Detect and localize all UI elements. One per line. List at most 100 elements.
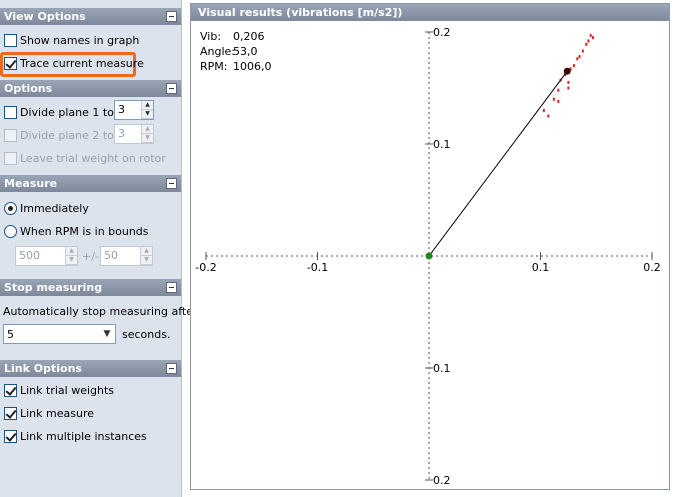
link-trial-weights-checkbox[interactable] — [4, 383, 17, 397]
immediately-radio-row[interactable]: Immediately — [4, 200, 89, 216]
trace-checkbox-row[interactable]: Trace current measure — [4, 55, 144, 71]
rpm-value: 500 — [19, 249, 40, 262]
leave-trial-weight-row: Leave trial weight on rotor — [4, 150, 166, 166]
leave-trial-weight-checkbox — [4, 151, 17, 165]
link-measure-row[interactable]: Link measure — [4, 405, 94, 421]
tolerance-spinner: 50 ▲ ▼ — [100, 246, 153, 266]
measure-header[interactable]: Measure — [0, 175, 181, 192]
spin-up-icon[interactable]: ▲ — [142, 101, 153, 110]
trace-point — [589, 33, 592, 37]
visual-results-panel: Visual results (vibrations [m/s2]) Vib: 0… — [190, 3, 670, 490]
stop-description: Automatically stop measuring after — [3, 303, 198, 319]
stop-measuring-title: Stop measuring — [4, 281, 103, 294]
trace-point — [547, 114, 550, 118]
link-options-header[interactable]: Link Options — [0, 360, 181, 377]
rpm-bounds-label: When RPM is in bounds — [20, 224, 149, 238]
trace-point — [585, 42, 588, 46]
rpm-bounds-radio[interactable] — [4, 224, 17, 238]
rpm-label: RPM: — [200, 60, 228, 73]
vib-value: 0,206 — [233, 30, 265, 43]
tolerance-value: 50 — [104, 249, 118, 262]
stop-description-text: Automatically stop measuring after — [3, 304, 198, 318]
measure-title: Measure — [4, 177, 58, 190]
current-vector-line — [428, 70, 568, 257]
trace-point — [591, 36, 594, 40]
divide-plane-1-spinner[interactable]: 3 ▲ ▼ — [114, 100, 154, 120]
graph-title: Visual results (vibrations [m/s2]) — [191, 4, 669, 21]
trace-checkbox[interactable] — [4, 56, 17, 70]
link-multiple-instances-label: Link multiple instances — [20, 429, 147, 443]
collapse-icon[interactable] — [166, 178, 177, 189]
y-tick-label: 0.1 — [433, 138, 451, 151]
divide-plane-2-label: Divide plane 2 to — [20, 128, 114, 142]
trace-highlight-outline — [0, 52, 136, 77]
divide-plane-2-value: 3 — [118, 127, 125, 140]
angle-value: 53,0 — [233, 45, 258, 58]
trace-point — [569, 67, 572, 71]
rpm-bounds-radio-row[interactable]: When RPM is in bounds — [4, 223, 149, 239]
spin-down-icon[interactable]: ▼ — [142, 110, 153, 119]
x-tick-label: -0.1 — [307, 261, 328, 274]
spin-down-icon: ▼ — [142, 134, 153, 143]
leave-trial-weight-label: Leave trial weight on rotor — [20, 151, 166, 165]
trace-point — [567, 80, 570, 84]
show-names-label: Show names in graph — [20, 33, 140, 47]
chevron-down-icon[interactable]: ▼ — [103, 329, 111, 339]
y-tick-label: 0.1 — [433, 362, 451, 375]
trace-point — [557, 99, 560, 103]
divide-plane-1-row[interactable]: Divide plane 1 to — [4, 104, 114, 120]
divide-plane-1-checkbox[interactable] — [4, 105, 17, 119]
view-options-title: View Options — [4, 10, 86, 23]
trace-point — [576, 57, 579, 61]
spin-up-icon: ▲ — [66, 247, 77, 256]
rpm-value-readout: 1006,0 — [233, 60, 272, 73]
link-multiple-instances-row[interactable]: Link multiple instances — [4, 428, 147, 444]
current-measure-point — [563, 67, 571, 75]
divide-plane-1-value[interactable]: 3 — [118, 103, 125, 116]
link-multiple-instances-checkbox[interactable] — [4, 429, 17, 443]
trace-point — [552, 97, 555, 101]
trace-point — [572, 64, 575, 68]
divide-plane-1-label: Divide plane 1 to — [20, 105, 114, 119]
x-tick-label: -0.2 — [195, 261, 216, 274]
spin-up-icon: ▲ — [142, 125, 153, 134]
immediately-label: Immediately — [20, 201, 89, 215]
view-options-header[interactable]: View Options — [0, 8, 181, 25]
trace-point — [578, 55, 581, 59]
show-names-checkbox-row[interactable]: Show names in graph — [4, 32, 139, 48]
trace-point — [581, 49, 584, 53]
x-tick-label: 0.2 — [643, 261, 661, 274]
show-names-checkbox[interactable] — [4, 33, 17, 47]
stop-seconds-select[interactable]: 5 ▼ — [3, 324, 116, 344]
collapse-icon[interactable] — [166, 282, 177, 293]
divide-plane-2-spinner: 3 ▲ ▼ — [114, 124, 154, 144]
spin-up-icon: ▲ — [141, 247, 152, 256]
vib-label: Vib: — [200, 30, 222, 43]
options-header[interactable]: Options — [0, 80, 181, 97]
spin-down-icon: ▼ — [141, 256, 152, 265]
stop-measuring-header[interactable]: Stop measuring — [0, 279, 181, 296]
trace-point — [557, 88, 560, 92]
options-panel: View Options Show names in graph Trace c… — [0, 0, 198, 497]
measure-readout: Vib: 0,206 Angle:53,0 RPM: 1006,0 — [200, 29, 272, 74]
collapse-icon[interactable] — [166, 11, 177, 22]
link-measure-checkbox[interactable] — [4, 406, 17, 420]
options-title: Options — [4, 82, 53, 95]
divide-plane-2-row: Divide plane 2 to — [4, 127, 114, 143]
tolerance-separator: +/- — [82, 250, 99, 263]
trace-point — [587, 39, 590, 43]
collapse-icon[interactable] — [166, 83, 177, 94]
rpm-value-spinner: 500 ▲ ▼ — [15, 246, 78, 266]
vibration-polar-plot[interactable]: -0.2 -0.1 0.1 0.2 0.2 0.1 0.1 0.2 — [191, 21, 669, 489]
stop-seconds-value: 5 — [7, 328, 14, 341]
trace-point — [542, 108, 545, 112]
collapse-icon[interactable] — [166, 363, 177, 374]
link-measure-label: Link measure — [20, 406, 94, 420]
y-tick-label: 0.2 — [433, 474, 451, 487]
stop-seconds-unit: seconds. — [122, 328, 171, 341]
origin-point — [425, 252, 433, 260]
trace-point — [567, 86, 570, 90]
link-trial-weights-row[interactable]: Link trial weights — [4, 382, 114, 398]
link-trial-weights-label: Link trial weights — [20, 383, 115, 397]
immediately-radio[interactable] — [4, 201, 17, 215]
